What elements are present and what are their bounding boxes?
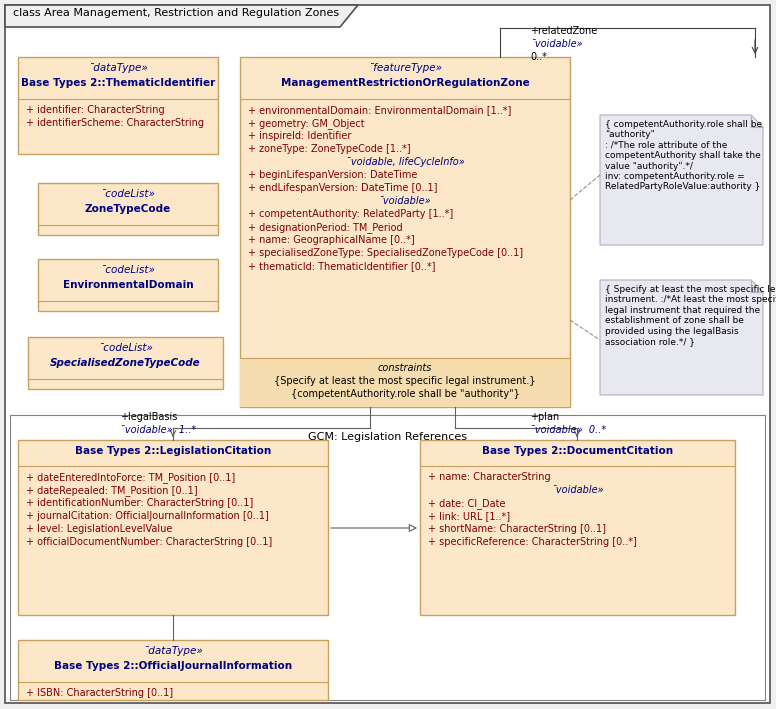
Text: ZoneTypeCode: ZoneTypeCode xyxy=(85,204,171,214)
Text: Base Types 2::LegislationCitation: Base Types 2::LegislationCitation xyxy=(74,446,271,456)
Text: + designationPeriod: TM_Period: + designationPeriod: TM_Period xyxy=(248,222,403,233)
Text: + specialisedZoneType: SpecialisedZoneTypeCode [0..1]: + specialisedZoneType: SpecialisedZoneTy… xyxy=(248,248,523,258)
Text: ¯featureType»: ¯featureType» xyxy=(368,63,442,73)
Bar xyxy=(38,259,218,311)
Text: +relatedZone: +relatedZone xyxy=(530,26,598,36)
Text: GCM: Legislation References: GCM: Legislation References xyxy=(309,432,467,442)
Bar xyxy=(240,57,570,407)
Text: ¯voidable, lifeCycleInfo»: ¯voidable, lifeCycleInfo» xyxy=(345,157,464,167)
Text: EnvironmentalDomain: EnvironmentalDomain xyxy=(63,280,193,290)
Text: + dateRepealed: TM_Position [0..1]: + dateRepealed: TM_Position [0..1] xyxy=(26,485,198,496)
Text: class Area Management, Restriction and Regulation Zones: class Area Management, Restriction and R… xyxy=(13,8,339,18)
Text: constraints: constraints xyxy=(378,363,432,373)
Text: + journalCitation: OfficialJournalInformation [0..1]: + journalCitation: OfficialJournalInform… xyxy=(26,511,268,521)
Text: + identificationNumber: CharacterString [0..1]: + identificationNumber: CharacterString … xyxy=(26,498,253,508)
Bar xyxy=(38,183,218,235)
Text: ¯voidable»  0..*: ¯voidable» 0..* xyxy=(530,425,606,435)
Text: + specificReference: CharacterString [0..*]: + specificReference: CharacterString [0.… xyxy=(428,537,637,547)
Text: + link: URL [1..*]: + link: URL [1..*] xyxy=(428,511,510,521)
Bar xyxy=(28,337,223,389)
Text: + zoneType: ZoneTypeCode [1..*]: + zoneType: ZoneTypeCode [1..*] xyxy=(248,144,411,154)
Text: SpecialisedZoneTypeCode: SpecialisedZoneTypeCode xyxy=(50,358,201,368)
Text: + environmentalDomain: EnvironmentalDomain [1..*]: + environmentalDomain: EnvironmentalDoma… xyxy=(248,105,511,115)
Bar xyxy=(10,415,765,700)
Text: ManagementRestrictionOrRegulationZone: ManagementRestrictionOrRegulationZone xyxy=(281,78,529,88)
Text: ¯voidable»: ¯voidable» xyxy=(551,485,604,495)
Text: + level: LegislationLevelValue: + level: LegislationLevelValue xyxy=(26,524,172,534)
Text: ¯dataType»: ¯dataType» xyxy=(88,63,148,73)
Text: {Specify at least the most specific legal instrument.}: {Specify at least the most specific lega… xyxy=(274,376,535,386)
Text: + shortName: CharacterString [0..1]: + shortName: CharacterString [0..1] xyxy=(428,524,606,534)
Text: + endLifespanVersion: DateTime [0..1]: + endLifespanVersion: DateTime [0..1] xyxy=(248,183,438,193)
Bar xyxy=(240,358,570,407)
Text: + competentAuthority: RelatedParty [1..*]: + competentAuthority: RelatedParty [1..*… xyxy=(248,209,453,219)
Bar xyxy=(420,440,735,615)
Text: Base Types 2::OfficialJournalInformation: Base Types 2::OfficialJournalInformation xyxy=(54,661,292,671)
Text: + name: CharacterString: + name: CharacterString xyxy=(428,472,551,482)
Text: { Specify at least the most specific legal
instrument. :/*At least the most spec: { Specify at least the most specific leg… xyxy=(605,285,776,346)
Text: ¯voidable»  1..*: ¯voidable» 1..* xyxy=(120,425,196,435)
Text: ¯voidable»: ¯voidable» xyxy=(379,196,431,206)
Text: ¯codeList»: ¯codeList» xyxy=(101,189,155,199)
Text: ¯voidable»: ¯voidable» xyxy=(530,39,583,49)
Text: 0..*: 0..* xyxy=(530,52,547,62)
Bar xyxy=(18,640,328,700)
Text: + beginLifespanVersion: DateTime: + beginLifespanVersion: DateTime xyxy=(248,170,417,180)
Text: Base Types 2::DocumentCitation: Base Types 2::DocumentCitation xyxy=(482,446,673,456)
Polygon shape xyxy=(5,5,358,27)
Polygon shape xyxy=(600,115,763,245)
Text: + date: CI_Date: + date: CI_Date xyxy=(428,498,505,509)
Text: ¯dataType»: ¯dataType» xyxy=(143,646,203,656)
Text: + officialDocumentNumber: CharacterString [0..1]: + officialDocumentNumber: CharacterStrin… xyxy=(26,537,272,547)
Text: {competentAuthority.role shall be "authority"}: {competentAuthority.role shall be "autho… xyxy=(290,389,519,399)
Text: + name: GeographicalName [0..*]: + name: GeographicalName [0..*] xyxy=(248,235,414,245)
Bar xyxy=(18,57,218,154)
Text: +legalBasis: +legalBasis xyxy=(120,412,178,422)
Text: + identifierScheme: CharacterString: + identifierScheme: CharacterString xyxy=(26,118,204,128)
Text: + dateEnteredIntoForce: TM_Position [0..1]: + dateEnteredIntoForce: TM_Position [0..… xyxy=(26,472,235,483)
Polygon shape xyxy=(600,280,763,395)
Text: + identifier: CharacterString: + identifier: CharacterString xyxy=(26,105,165,115)
Text: +plan: +plan xyxy=(530,412,559,422)
Text: { competentAuthority.role shall be
"authority"
: /*The role attribute of the
com: { competentAuthority.role shall be "auth… xyxy=(605,120,762,191)
Text: ¯codeList»: ¯codeList» xyxy=(101,265,155,275)
Text: + ISBN: CharacterString [0..1]: + ISBN: CharacterString [0..1] xyxy=(26,688,173,698)
Text: + inspireId: Identifier: + inspireId: Identifier xyxy=(248,131,352,141)
Text: + geometry: GM_Object: + geometry: GM_Object xyxy=(248,118,365,129)
Text: + thematicId: ThematicIdentifier [0..*]: + thematicId: ThematicIdentifier [0..*] xyxy=(248,261,435,271)
Bar xyxy=(18,440,328,615)
Text: Base Types 2::ThematicIdentifier: Base Types 2::ThematicIdentifier xyxy=(21,78,215,88)
Text: ¯codeList»: ¯codeList» xyxy=(98,343,153,353)
